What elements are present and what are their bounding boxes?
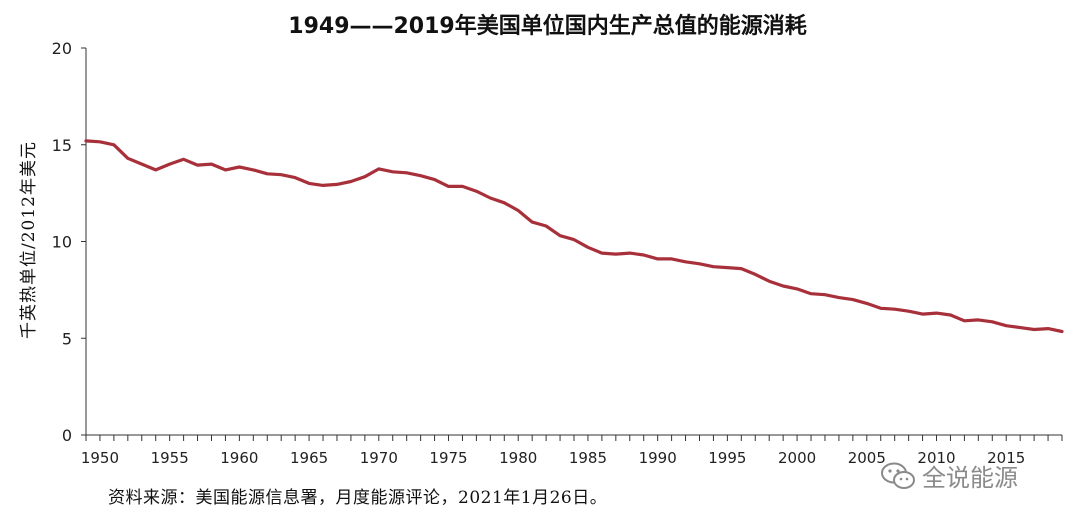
series-line-group [84,139,1064,334]
y-tick-label: 15 [52,136,72,155]
x-axis: 1950 1955 1960 1965 1970 1975 1980 1985 1990 1995… [81,434,1063,467]
y-axis-label: 千英热单位/2012年美元 [19,141,39,339]
x-tick-label: 1965 [290,449,328,467]
watermark: 全说能源 [880,458,1018,493]
series-line-0 [84,139,1064,334]
y-axis: 0 5 10 15 20 [52,39,87,445]
watermark-text: 全说能源 [922,464,1018,492]
x-tick-label: 1975 [429,449,467,467]
x-tick-label: 1950 [81,449,119,467]
y-tick-label: 20 [52,39,72,58]
y-tick-label: 5 [62,329,72,348]
chart-title: 1949——2019年美国单位国内生产总值的能源消耗 [288,14,807,39]
x-tick-label: 1990 [639,449,677,467]
x-tick-label: 1970 [360,449,398,467]
x-tick-label: 2010 [917,449,955,467]
x-tick-label: 1955 [151,449,189,467]
x-tick-label: 1960 [220,449,258,467]
x-tick-label: 2015 [987,449,1025,467]
x-tick-label: 2000 [778,449,816,467]
y-tick-label: 10 [52,233,72,252]
wechat-icon [881,462,915,489]
y-tick-label: 0 [62,426,72,445]
x-tick-label: 2005 [848,449,886,467]
x-tick-label: 1980 [499,449,537,467]
source-note: 资料来源：美国能源信息署，月度能源评论，2021年1月26日。 [108,488,608,508]
x-tick-label: 1995 [708,449,746,467]
x-tick-label: 1985 [569,449,607,467]
